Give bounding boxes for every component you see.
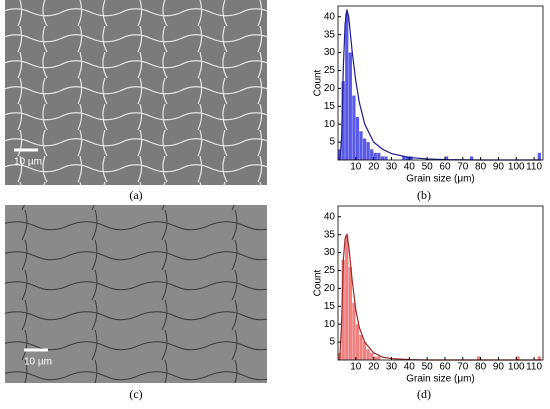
- x-tick-label: 50: [422, 362, 434, 373]
- bar: [537, 356, 541, 360]
- x-tick-label: 70: [457, 362, 469, 373]
- fit-line: [339, 232, 542, 361]
- bar: [352, 95, 356, 160]
- y-tick-label: 35: [324, 29, 336, 40]
- y-tick-label: 35: [324, 229, 336, 240]
- bar: [355, 324, 360, 360]
- bar: [366, 349, 370, 360]
- bar: [516, 356, 520, 360]
- bar: [359, 334, 363, 360]
- y-tick-label: 20: [324, 283, 336, 294]
- y-tick-label: 10: [324, 119, 336, 130]
- x-tick-label: 30: [386, 162, 398, 173]
- bar: [362, 342, 367, 360]
- y-tick-label: 40: [324, 211, 336, 222]
- bar: [341, 259, 345, 360]
- x-axis-label: Grain size (μm): [406, 174, 475, 185]
- x-tick-label: 90: [493, 162, 505, 173]
- bar: [345, 234, 349, 360]
- bar: [477, 356, 481, 360]
- bar: [355, 117, 360, 160]
- y-tick-label: 15: [324, 101, 336, 112]
- x-tick-label: 100: [508, 162, 525, 173]
- x-tick-label: 20: [368, 362, 380, 373]
- sem-image: [5, 205, 267, 383]
- x-tick-label: 30: [386, 362, 398, 373]
- scale-label: 10 µm: [14, 157, 42, 168]
- bar: [370, 352, 374, 360]
- x-tick-label: 80: [475, 162, 487, 173]
- panel-label: (b): [417, 188, 431, 202]
- x-tick-label: 20: [368, 162, 380, 173]
- bar: [384, 156, 388, 160]
- bar: [402, 156, 406, 160]
- x-tick-label: 90: [493, 362, 505, 373]
- bar: [380, 156, 385, 160]
- x-tick-label: 40: [404, 362, 416, 373]
- panel-label: (d): [417, 387, 431, 401]
- bar: [345, 13, 349, 160]
- plot-frame: [337, 5, 544, 161]
- y-tick-label: 25: [324, 65, 336, 76]
- x-tick-label: 10: [350, 362, 362, 373]
- x-tick-label: 110: [526, 362, 542, 373]
- x-tick-label: 100: [508, 362, 525, 373]
- bar: [362, 138, 367, 160]
- y-tick-label: 15: [324, 301, 336, 312]
- bar: [366, 142, 370, 160]
- bar: [352, 302, 356, 360]
- y-tick-label: 40: [324, 11, 336, 22]
- bar: [377, 152, 381, 160]
- bar: [469, 156, 474, 160]
- x-tick-label: 40: [404, 162, 416, 173]
- x-tick-label: 10: [350, 162, 362, 173]
- scale-label: 10 µm: [24, 357, 52, 368]
- bar: [359, 131, 363, 160]
- y-tick-label: 30: [324, 247, 336, 258]
- bar: [537, 152, 541, 160]
- panel-label: (a): [129, 188, 142, 202]
- x-tick-label: 70: [457, 162, 469, 173]
- bar: [341, 81, 345, 160]
- bar: [405, 156, 410, 160]
- x-tick-label: 60: [439, 162, 451, 173]
- x-tick-label: 80: [475, 362, 487, 373]
- bar: [348, 52, 352, 161]
- sem-image: [5, 0, 267, 185]
- y-tick-label: 5: [329, 137, 335, 148]
- y-axis-label: Count: [313, 269, 324, 296]
- bar: [444, 156, 449, 160]
- y-tick-label: 25: [324, 265, 336, 276]
- y-axis-label: Count: [313, 69, 324, 96]
- bar: [348, 266, 352, 360]
- y-tick-label: 10: [324, 319, 336, 330]
- x-tick-label: 110: [526, 162, 542, 173]
- x-tick-label: 50: [422, 162, 434, 173]
- panel-label: (c): [129, 387, 142, 401]
- bar: [370, 149, 374, 160]
- x-axis-label: Grain size (μm): [406, 374, 475, 385]
- plot-frame: [337, 205, 544, 361]
- fit-line: [339, 9, 542, 161]
- y-tick-label: 20: [324, 83, 336, 94]
- y-tick-label: 5: [329, 337, 335, 348]
- x-tick-label: 60: [439, 362, 451, 373]
- y-tick-label: 30: [324, 47, 336, 58]
- bar: [373, 356, 377, 360]
- bar: [373, 152, 377, 160]
- bar: [377, 356, 381, 360]
